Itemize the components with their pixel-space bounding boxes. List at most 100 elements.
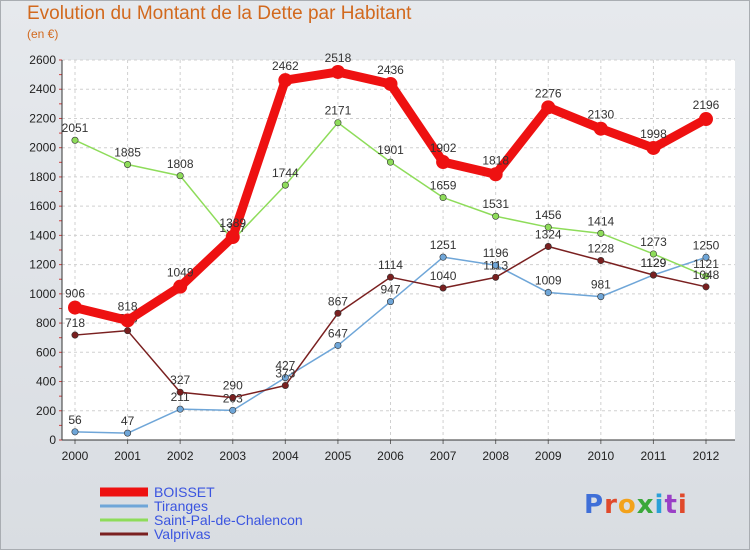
data-point bbox=[173, 279, 188, 294]
y-tick-label: 400 bbox=[36, 375, 56, 389]
data-label: 1009 bbox=[535, 274, 562, 288]
data-label: 1389 bbox=[219, 216, 246, 230]
legend-label: BOISSET bbox=[154, 484, 215, 500]
data-point bbox=[68, 300, 82, 315]
y-tick-label: 1800 bbox=[29, 170, 56, 184]
y-tick-label: 600 bbox=[36, 345, 56, 359]
data-point bbox=[334, 309, 342, 317]
data-label: 373 bbox=[275, 366, 295, 380]
data-label: 211 bbox=[171, 390, 190, 404]
y-tick-label: 2000 bbox=[29, 141, 56, 155]
data-point bbox=[176, 388, 184, 396]
data-point bbox=[436, 155, 451, 170]
x-tick-label: 2011 bbox=[641, 449, 667, 463]
data-point bbox=[702, 272, 710, 280]
data-point bbox=[492, 261, 500, 269]
data-label: 427 bbox=[275, 359, 295, 373]
data-point bbox=[439, 194, 447, 202]
data-label: 867 bbox=[328, 294, 348, 308]
data-label: 818 bbox=[118, 299, 138, 313]
data-point bbox=[702, 283, 710, 291]
data-label: 2051 bbox=[62, 121, 89, 135]
data-label: 1121 bbox=[693, 257, 719, 271]
data-point bbox=[386, 273, 394, 281]
data-label: 1129 bbox=[641, 256, 667, 270]
data-label: 1228 bbox=[587, 242, 614, 256]
data-point bbox=[124, 161, 132, 169]
data-point bbox=[330, 64, 345, 79]
y-tick-label: 2600 bbox=[29, 53, 56, 67]
y-tick-label: 1000 bbox=[29, 287, 56, 301]
data-point bbox=[334, 341, 342, 349]
logo-letter: i bbox=[654, 490, 665, 520]
data-point bbox=[439, 253, 447, 261]
logo-letter: i bbox=[677, 490, 688, 520]
data-label: 718 bbox=[65, 316, 85, 330]
data-label: 1324 bbox=[535, 227, 562, 241]
y-tick-label: 800 bbox=[36, 316, 56, 330]
data-label: 947 bbox=[380, 283, 400, 297]
data-point bbox=[597, 257, 605, 265]
data-label: 906 bbox=[65, 287, 85, 301]
data-point bbox=[281, 381, 289, 389]
data-label: 1808 bbox=[167, 157, 194, 171]
data-point bbox=[649, 271, 657, 279]
logo-letter: o bbox=[617, 490, 637, 520]
data-point bbox=[124, 327, 132, 335]
legend-label: Tiranges bbox=[154, 498, 208, 514]
data-point bbox=[544, 242, 552, 250]
data-point bbox=[176, 405, 184, 413]
x-tick-label: 2012 bbox=[693, 449, 720, 463]
data-label: 1901 bbox=[377, 143, 404, 157]
x-tick-label: 2000 bbox=[62, 449, 89, 463]
legend-label: Valprivas bbox=[154, 526, 211, 542]
x-tick-label: 2010 bbox=[587, 449, 614, 463]
data-label: 56 bbox=[68, 413, 82, 427]
x-tick-label: 2006 bbox=[377, 449, 404, 463]
data-point bbox=[541, 100, 556, 115]
data-label: 1129 bbox=[641, 256, 667, 270]
logo-letter: x bbox=[636, 490, 655, 520]
data-label: 2196 bbox=[693, 98, 720, 112]
y-tick-label: 2400 bbox=[29, 82, 56, 96]
data-label: 1659 bbox=[430, 179, 457, 193]
chart-title: Evolution du Montant de la Dette par Hab… bbox=[27, 3, 412, 24]
x-tick-label: 2009 bbox=[535, 449, 562, 463]
data-point bbox=[386, 298, 394, 306]
data-point bbox=[593, 121, 608, 136]
x-tick-label: 2008 bbox=[482, 449, 509, 463]
y-tick-label: 1400 bbox=[29, 228, 56, 242]
x-tick-label: 2001 bbox=[114, 449, 141, 463]
data-point bbox=[439, 284, 447, 292]
data-point bbox=[229, 406, 237, 414]
data-label: 1744 bbox=[272, 166, 299, 180]
data-label: 47 bbox=[121, 414, 135, 428]
data-label: 1818 bbox=[482, 153, 509, 167]
data-point bbox=[71, 428, 79, 436]
data-label: 1040 bbox=[430, 269, 457, 283]
data-label: 1196 bbox=[483, 246, 509, 260]
data-label: 1250 bbox=[693, 238, 720, 252]
data-label: 981 bbox=[591, 278, 611, 292]
data-label: 1902 bbox=[430, 141, 457, 155]
plot-area bbox=[62, 60, 735, 440]
y-tick-label: 1200 bbox=[29, 258, 56, 272]
data-label: 2518 bbox=[325, 51, 352, 65]
data-point bbox=[492, 273, 500, 281]
data-point bbox=[229, 394, 237, 402]
data-label: 290 bbox=[223, 379, 243, 393]
data-point bbox=[699, 112, 713, 127]
data-point bbox=[278, 73, 293, 88]
data-label: 2436 bbox=[377, 63, 404, 77]
data-point bbox=[71, 136, 79, 144]
logo-letter: t bbox=[664, 490, 678, 520]
data-label: 1998 bbox=[640, 127, 667, 141]
data-point bbox=[120, 313, 135, 328]
x-tick-label: 2003 bbox=[219, 449, 246, 463]
y-tick-label: 2200 bbox=[29, 111, 56, 125]
data-label: 1414 bbox=[587, 214, 614, 228]
data-label: 2171 bbox=[325, 104, 352, 118]
data-label: 1273 bbox=[640, 235, 667, 249]
data-point bbox=[597, 229, 605, 237]
logo-letter: r bbox=[604, 490, 618, 520]
